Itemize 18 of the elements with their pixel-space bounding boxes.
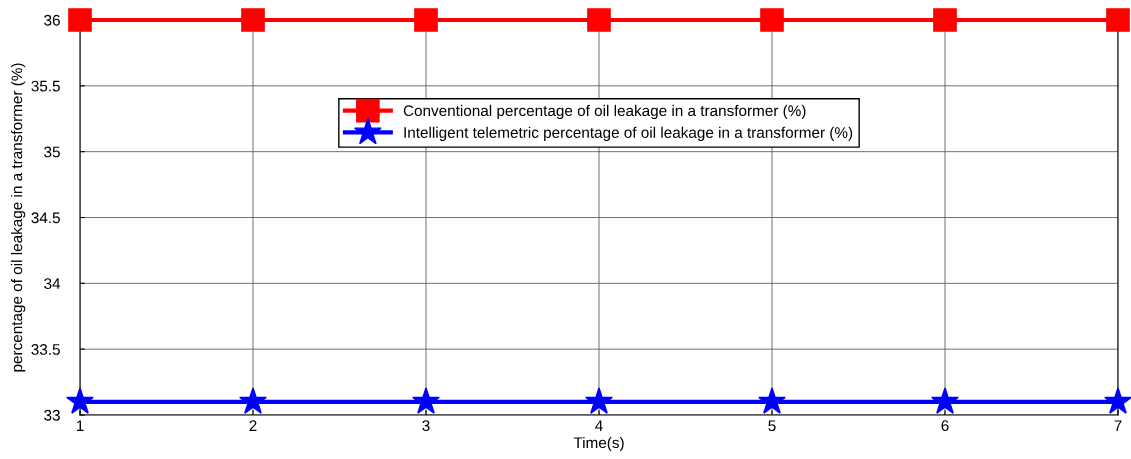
x-tick-label: 3 (422, 420, 430, 432)
y-tick-label: 33 (44, 409, 60, 421)
x-tick-label: 4 (595, 420, 603, 431)
y-tick-label: 34 (44, 278, 61, 290)
x-tick-label: 2 (249, 420, 257, 431)
y-tick-label: 33.5 (31, 344, 60, 355)
y-tick-label: 36 (44, 14, 60, 26)
legend-label: Intelligent telemetric percentage of oil leakage in a transformer (%) (404, 126, 853, 141)
y-axis-title: percentage of oil leakage in a transformer (%) (11, 63, 26, 372)
x-tick-label: 5 (768, 420, 776, 432)
x-tick-label: 6 (941, 420, 949, 432)
y-tick-label: 35.5 (31, 80, 60, 92)
x-axis-title: Time(s) (573, 436, 624, 452)
y-tick-label: 35 (44, 146, 60, 158)
x-tick-label: 7 (1114, 420, 1122, 431)
x-tick-label: 1 (76, 420, 84, 431)
y-tick-label: 34.5 (31, 212, 60, 224)
legend-label: Conventional percentage of oil leakage in a transformer (%) (403, 104, 806, 120)
